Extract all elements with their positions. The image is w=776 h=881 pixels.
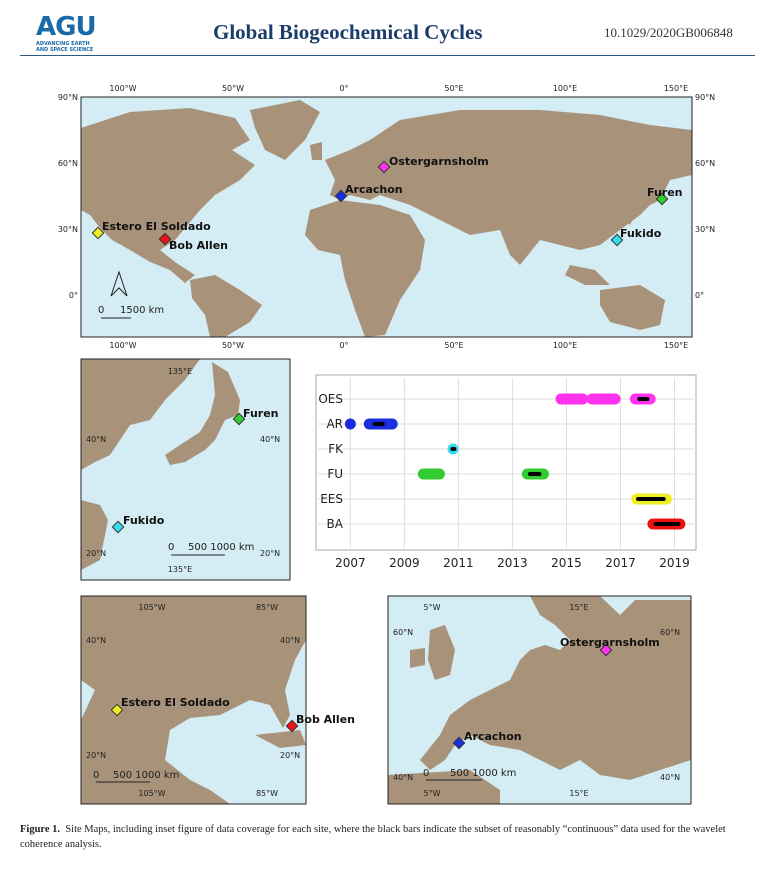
lat-label: 40°N (280, 636, 300, 645)
europe-map: 5°W 15°E 5°W 15°E 60°N 60°N 40°N 40°N Os… (387, 595, 692, 805)
site-label: Furen (647, 186, 683, 199)
site-label: Estero El Soldado (121, 696, 230, 709)
row-label: BA (327, 517, 344, 531)
america-map: 105°W 85°W 105°W 85°W 40°N 40°N 20°N 20°… (80, 595, 355, 805)
logo: AGU (36, 12, 97, 42)
site-label: Bob Allen (169, 239, 228, 252)
lon-label: 0° (339, 84, 348, 93)
lat-label: 90°N (695, 93, 715, 102)
lat-label: 30°N (695, 225, 715, 234)
scale-label: 0 (168, 542, 174, 553)
x-tick-label: 2007 (335, 556, 366, 570)
lon-label: 105°W (138, 603, 165, 612)
scale-label: 0 (423, 768, 429, 779)
lon-label: 100°W (109, 84, 136, 93)
lon-label: 135°E (168, 367, 192, 376)
lat-label: 60°N (58, 159, 78, 168)
japan-map: 135°E 135°E 40°N 40°N 20°N 20°N Furen Fu… (80, 358, 291, 581)
lon-label: 5°W (424, 789, 441, 798)
lon-label: 100°E (553, 341, 577, 350)
lat-label: 20°N (86, 549, 106, 558)
x-tick-label: 2019 (659, 556, 690, 570)
site-label: Furen (243, 407, 279, 420)
site-label: Estero El Soldado (102, 220, 211, 233)
caption-label: Figure 1. (20, 824, 61, 835)
lat-label: 60°N (393, 628, 413, 637)
lon-label: 15°E (569, 603, 588, 612)
lon-label: 15°E (569, 789, 588, 798)
world-map: 100°W 50°W 0° 50°E 100°E 150°E 100°W 50°… (58, 84, 715, 350)
figure: 100°W 50°W 0° 50°E 100°E 150°E 100°W 50°… (58, 84, 715, 805)
site-label: Arcachon (345, 183, 403, 196)
lon-label: 50°W (222, 84, 244, 93)
lon-label: 150°E (664, 341, 688, 350)
lat-label: 90°N (58, 93, 78, 102)
scale-label: 0 (93, 770, 99, 781)
scale-label: 1500 km (120, 305, 164, 316)
site-label: Fukido (620, 227, 662, 240)
lon-label: 150°E (664, 84, 688, 93)
lon-label: 50°W (222, 341, 244, 350)
coverage-chart: 2007 2009 2011 2013 2015 2017 2019 OES AR FK FU EES… (315, 374, 697, 570)
journal-title: Global Biogeochemical Cycles (213, 20, 483, 44)
lat-label: 60°N (695, 159, 715, 168)
row-label: FK (328, 442, 344, 456)
site-label: Ostergarnsholm (389, 155, 489, 168)
lat-label: 40°N (660, 773, 680, 782)
lon-label: 85°W (256, 789, 278, 798)
site-label: Ostergarnsholm (560, 636, 660, 649)
lon-label: 50°E (444, 84, 463, 93)
lon-label: 105°W (138, 789, 165, 798)
lon-label: 100°W (109, 341, 136, 350)
x-tick-label: 2011 (443, 556, 474, 570)
lon-label: 85°W (256, 603, 278, 612)
lon-label: 5°W (424, 603, 441, 612)
row-label: AR (326, 417, 343, 431)
caption: Figure 1. Site Maps, including inset fig… (20, 822, 755, 852)
row-label: EES (320, 492, 343, 506)
x-tick-label: 2017 (605, 556, 636, 570)
lat-label: 0° (695, 291, 704, 300)
lon-label: 100°E (553, 84, 577, 93)
lat-label: 20°N (86, 751, 106, 760)
header: AGU ADVANCING EARTH AND SPACE SCIENCE Gl… (0, 0, 776, 56)
lat-label: 20°N (280, 751, 300, 760)
row-label: FU (327, 467, 343, 481)
lat-label: 30°N (58, 225, 78, 234)
lon-label: 135°E (168, 565, 192, 574)
scale-label: 500 1000 km (450, 768, 516, 779)
header-rule (20, 55, 755, 56)
scale-label: 500 1000 km (188, 542, 254, 553)
lat-label: 40°N (260, 435, 280, 444)
lat-label: 40°N (86, 636, 106, 645)
lon-label: 0° (339, 341, 348, 350)
x-tick-label: 2013 (497, 556, 528, 570)
lat-label: 20°N (260, 549, 280, 558)
row-label: OES (318, 392, 343, 406)
scale-label: 0 (98, 305, 104, 316)
lat-label: 40°N (86, 435, 106, 444)
caption-text: Site Maps, including inset figure of dat… (20, 824, 726, 850)
lat-label: 60°N (660, 628, 680, 637)
lat-label: 0° (69, 291, 78, 300)
site-label: Bob Allen (296, 713, 355, 726)
x-tick-label: 2009 (389, 556, 420, 570)
site-label: Fukido (123, 514, 165, 527)
scale-label: 500 1000 km (113, 770, 179, 781)
logo-subtitle: ADVANCING EARTH AND SPACE SCIENCE (36, 41, 94, 53)
site-label: Arcachon (464, 730, 522, 743)
doi: 10.1029/2020GB006848 (604, 25, 733, 40)
x-tick-label: 2015 (551, 556, 582, 570)
lon-label: 50°E (444, 341, 463, 350)
lat-label: 40°N (393, 773, 413, 782)
